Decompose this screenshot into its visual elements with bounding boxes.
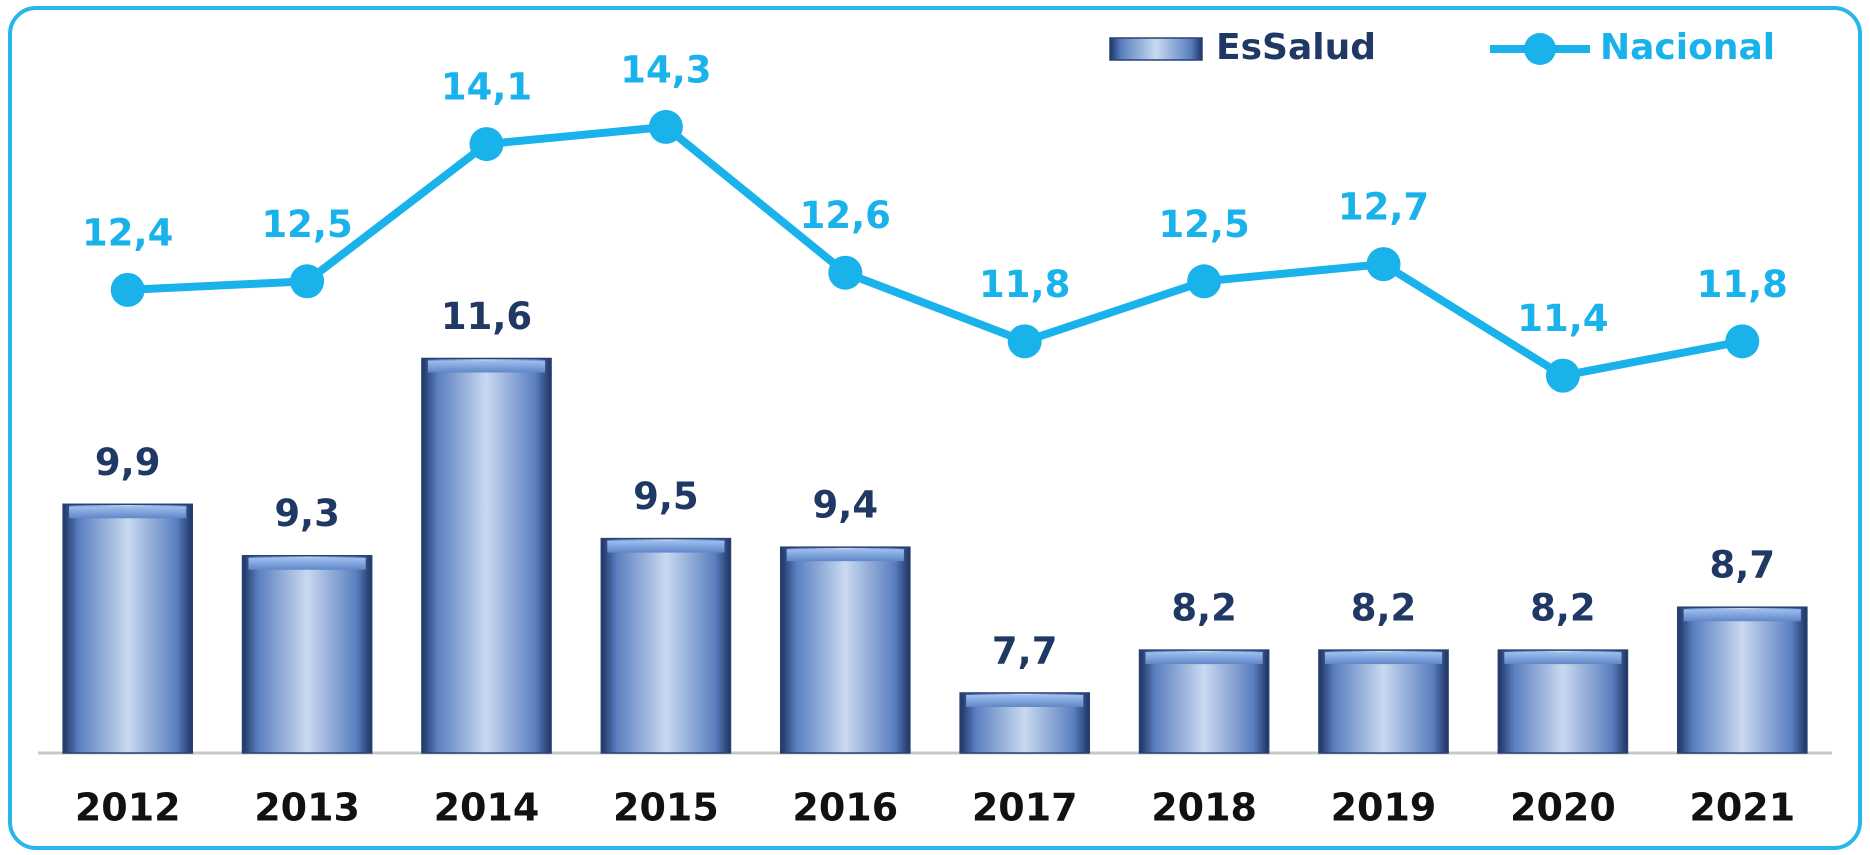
bar-value-label: 9,4 [813,484,879,527]
line-marker [828,255,863,290]
bar-value-label: 9,5 [633,475,699,518]
bar [421,357,552,754]
bar-value-label: 9,9 [95,441,161,484]
bar-cap [1683,609,1801,622]
x-tick-label: 2016 [792,786,898,830]
x-tick-label: 2015 [613,786,719,830]
bar-cap [966,694,1084,707]
bar-cap [786,549,904,562]
line-marker [1187,264,1222,299]
bar-cap [1145,652,1263,665]
x-tick-label: 2012 [75,786,181,830]
x-tick-label: 2017 [972,786,1078,830]
x-tick-label: 2019 [1331,786,1437,830]
line-value-label: 14,1 [441,66,532,109]
line-value-label: 11,8 [979,263,1070,306]
line-value-label: 12,7 [1338,186,1429,229]
bar-value-label: 8,2 [1171,587,1237,630]
line-value-label: 11,4 [1517,297,1608,340]
bar [779,546,911,754]
legend-marker [1524,33,1556,65]
bar-value-label: 11,6 [441,295,532,338]
line-marker [1725,324,1760,359]
x-tick-label: 2013 [254,786,360,830]
bar-cap [69,506,187,519]
bar-value-label: 8,7 [1710,544,1776,587]
line-marker [1366,247,1401,282]
line-value-label: 12,4 [82,211,173,254]
legend-label: EsSalud [1216,27,1376,68]
bar-value-label: 8,2 [1351,587,1417,630]
legend-label: Nacional [1600,27,1775,68]
line-marker [469,127,504,162]
bar [1676,606,1808,754]
line [127,122,1744,380]
bar [1138,649,1270,754]
bar-cap [1504,652,1622,665]
line-value-label: 14,3 [620,48,711,91]
bar [1318,649,1449,754]
x-tick-label: 2018 [1151,786,1257,830]
line-value-label: 12,5 [1158,203,1249,246]
bar-cap [1324,652,1443,665]
line-value-label: 11,8 [1697,263,1788,306]
bar [241,554,373,754]
bar [62,503,194,754]
bar-value-label: 8,2 [1530,587,1596,630]
bar-value-label: 7,7 [992,629,1058,672]
legend-swatch [1109,37,1203,61]
line-marker [110,272,145,307]
x-tick-label: 2020 [1510,786,1616,830]
bar-cap [248,557,366,570]
line-marker [290,264,325,299]
x-tick-label: 2014 [434,786,540,830]
line-marker [1545,358,1580,393]
bar-cap [607,540,725,553]
x-tick-label: 2021 [1689,786,1795,830]
bar-cap [427,360,546,373]
bar-value-label: 9,3 [274,492,340,535]
line-value-label: 12,5 [261,203,352,246]
line-marker [648,109,683,144]
bar [1497,649,1629,754]
line-marker [1007,324,1042,359]
line-value-label: 12,6 [800,194,891,237]
bar [600,537,732,754]
